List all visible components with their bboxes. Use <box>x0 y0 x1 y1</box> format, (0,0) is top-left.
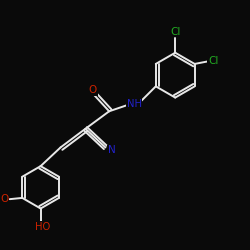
Text: HO: HO <box>35 222 50 232</box>
Text: O: O <box>89 85 97 95</box>
Text: Cl: Cl <box>208 56 218 66</box>
Text: Cl: Cl <box>170 26 180 36</box>
Text: O: O <box>0 194 8 204</box>
Text: NH: NH <box>126 99 142 109</box>
Text: N: N <box>108 146 116 156</box>
